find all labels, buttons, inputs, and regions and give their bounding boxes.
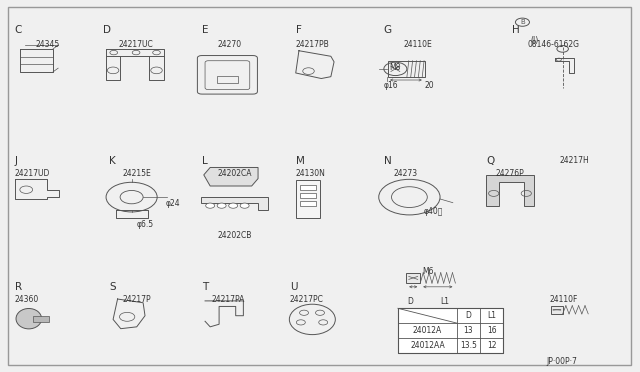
Circle shape	[217, 203, 226, 208]
Polygon shape	[486, 175, 534, 206]
Text: φ16: φ16	[384, 81, 399, 90]
Text: 24217P: 24217P	[122, 295, 150, 304]
Bar	[551, 306, 563, 314]
Text: φ6.5: φ6.5	[137, 221, 154, 230]
Text: D: D	[465, 311, 472, 320]
Text: Q: Q	[486, 156, 494, 166]
Text: D: D	[407, 297, 413, 306]
Text: K: K	[109, 156, 116, 166]
Text: 24345: 24345	[36, 39, 60, 49]
Text: 24012AA: 24012AA	[410, 341, 445, 350]
Text: D: D	[103, 25, 111, 35]
Text: C: C	[15, 25, 22, 35]
Bar	[300, 185, 316, 190]
Text: 16: 16	[487, 326, 497, 335]
Text: 24110E: 24110E	[403, 39, 432, 49]
Text: T: T	[202, 282, 208, 292]
Text: 24215E: 24215E	[122, 169, 151, 178]
Text: 24273: 24273	[394, 169, 417, 178]
Polygon shape	[204, 167, 258, 186]
Text: R: R	[15, 282, 22, 292]
Text: 13: 13	[464, 326, 474, 335]
Text: L1: L1	[487, 311, 496, 320]
Circle shape	[205, 203, 214, 208]
Text: 24217UC: 24217UC	[119, 39, 154, 49]
Text: 20: 20	[424, 81, 434, 90]
Text: φ24: φ24	[166, 199, 180, 208]
Bar	[33, 316, 49, 323]
Text: 24217PB: 24217PB	[296, 39, 330, 49]
Circle shape	[240, 203, 249, 208]
Bar	[406, 273, 420, 283]
Text: L: L	[202, 156, 207, 166]
Text: 24217PA: 24217PA	[211, 295, 245, 304]
Text: 24270: 24270	[218, 39, 242, 49]
Ellipse shape	[16, 308, 42, 329]
Text: 24217UD: 24217UD	[15, 169, 50, 178]
Text: 24012A: 24012A	[413, 326, 442, 335]
Text: 24360: 24360	[15, 295, 39, 304]
Text: 24130N: 24130N	[296, 169, 326, 178]
Text: M6: M6	[422, 267, 434, 276]
Text: H: H	[511, 25, 519, 35]
Bar	[388, 61, 425, 77]
Text: (I): (I)	[531, 36, 539, 45]
Text: E: E	[202, 25, 209, 35]
Text: φ40用: φ40用	[424, 207, 444, 216]
Text: 24276P: 24276P	[495, 169, 524, 178]
Text: J: J	[15, 156, 18, 166]
Text: 24217PC: 24217PC	[290, 295, 324, 304]
Bar	[300, 193, 316, 198]
Text: M8: M8	[389, 63, 401, 72]
Text: L1: L1	[440, 297, 449, 306]
Text: 24110F: 24110F	[550, 295, 579, 304]
Bar	[217, 76, 237, 83]
Bar	[398, 308, 503, 353]
Text: JP·00P·7: JP·00P·7	[547, 357, 577, 366]
Text: 08146-6162G: 08146-6162G	[527, 39, 580, 49]
Text: B: B	[520, 19, 525, 25]
Text: S: S	[109, 282, 116, 292]
Text: 13.5: 13.5	[460, 341, 477, 350]
Text: M: M	[296, 156, 305, 166]
Text: 24202CB: 24202CB	[218, 231, 252, 240]
Text: N: N	[384, 156, 392, 166]
Text: 24202CA: 24202CA	[218, 169, 252, 178]
Text: 24217H: 24217H	[559, 156, 589, 165]
Bar	[300, 201, 316, 206]
Text: G: G	[384, 25, 392, 35]
Text: F: F	[296, 25, 301, 35]
Bar	[296, 180, 320, 218]
Text: 12: 12	[487, 341, 497, 350]
Text: U: U	[290, 282, 298, 292]
Polygon shape	[200, 197, 268, 210]
Circle shape	[228, 203, 237, 208]
